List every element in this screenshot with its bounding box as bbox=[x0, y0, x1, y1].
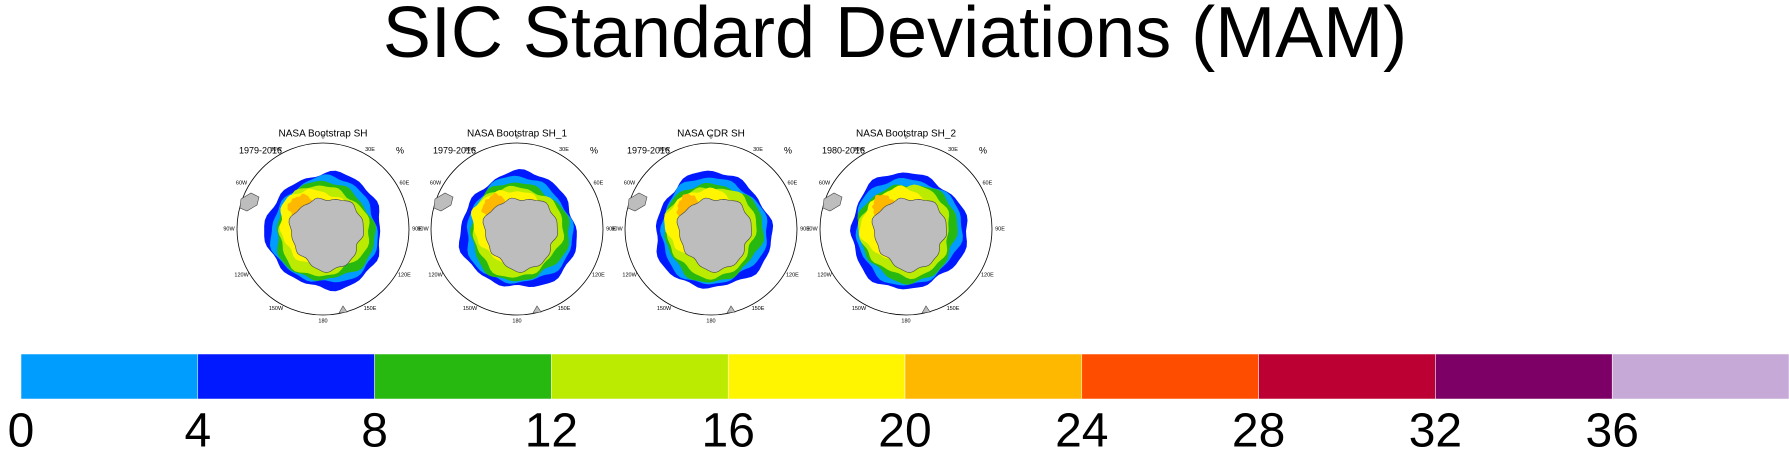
lon-label: 0 bbox=[321, 134, 324, 140]
colorbar-tick-label: 4 bbox=[184, 405, 211, 458]
colorbar-box bbox=[374, 353, 552, 400]
figure-title: SIC Standard Deviations (MAM) bbox=[383, 0, 1407, 73]
lon-label: 120W bbox=[234, 272, 249, 278]
panel-unit: % bbox=[784, 145, 792, 155]
map-panel: NASA CDR SH 1979-2016 % 0 30E 60E 90E 120E 150E 1… bbox=[611, 129, 810, 325]
panel-title: NASA Bootstrap SH_1 bbox=[467, 129, 567, 140]
lon-label: 30W bbox=[270, 147, 282, 153]
new-zealand bbox=[338, 305, 348, 314]
panel-period: 1979-2016 bbox=[239, 145, 282, 155]
lon-label: 30E bbox=[559, 147, 569, 153]
colorbar-tick-label: 36 bbox=[1586, 405, 1639, 458]
antarctica bbox=[871, 197, 948, 273]
lon-label: 120E bbox=[981, 272, 994, 278]
antarctica bbox=[676, 197, 753, 273]
lon-label: 150E bbox=[558, 306, 571, 312]
colorbar-box bbox=[551, 353, 729, 400]
lon-label: 30W bbox=[853, 147, 865, 153]
lon-label: 150E bbox=[947, 306, 960, 312]
colorbar-tick-label: 32 bbox=[1409, 405, 1462, 458]
lon-label: 0 bbox=[709, 134, 712, 140]
south-america bbox=[822, 192, 843, 212]
panel-title: NASA Bootstrap SH_2 bbox=[856, 129, 956, 140]
lon-label: 0 bbox=[515, 134, 518, 140]
lon-label: 30E bbox=[753, 147, 763, 153]
lon-label: 90W bbox=[806, 226, 818, 232]
lon-label: 60E bbox=[594, 180, 604, 186]
lon-label: 150E bbox=[364, 306, 377, 312]
lon-label: 120E bbox=[398, 272, 411, 278]
lon-label: 150W bbox=[269, 306, 284, 312]
colorbar-box bbox=[904, 353, 1083, 400]
lon-label: 60W bbox=[819, 180, 831, 186]
lon-label: 90E bbox=[606, 226, 616, 232]
lon-label: 180 bbox=[512, 318, 521, 324]
lon-label: 90E bbox=[800, 226, 810, 232]
lon-label: 90W bbox=[223, 226, 235, 232]
lon-label: 150E bbox=[752, 306, 765, 312]
lon-label: 120W bbox=[428, 272, 443, 278]
lon-label: 90E bbox=[412, 226, 422, 232]
lon-label: 120E bbox=[786, 272, 799, 278]
lon-label: 30E bbox=[365, 147, 375, 153]
map-panel: NASA Bootstrap SH_1 1979-2016 % 0 30E 60E 90E 1… bbox=[417, 129, 616, 325]
new-zealand bbox=[726, 305, 736, 314]
lon-label: 90E bbox=[995, 226, 1005, 232]
colorbar-tick-label: 24 bbox=[1055, 405, 1108, 458]
lon-label: 30W bbox=[658, 147, 670, 153]
lon-label: 60E bbox=[983, 180, 993, 186]
lon-label: 60E bbox=[788, 180, 798, 186]
colorbar-box bbox=[1435, 353, 1613, 400]
colorbar-tick-label: 0 bbox=[8, 405, 35, 458]
colorbar-box bbox=[1611, 353, 1789, 400]
panel-title: NASA Bootstrap SH bbox=[279, 129, 368, 140]
colorbar-box bbox=[20, 353, 199, 400]
panel-period: 1979-2016 bbox=[627, 145, 670, 155]
lon-label: 30W bbox=[464, 147, 476, 153]
antarctica bbox=[482, 197, 559, 273]
lon-label: 180 bbox=[706, 318, 715, 324]
south-america bbox=[239, 192, 260, 212]
lon-label: 60E bbox=[400, 180, 410, 186]
colorbar-tick-label: 28 bbox=[1232, 405, 1285, 458]
colorbar-tick-label: 16 bbox=[702, 405, 755, 458]
lon-label: 180 bbox=[318, 318, 327, 324]
south-america bbox=[627, 192, 648, 212]
lon-label: 150W bbox=[852, 306, 867, 312]
lon-label: 60W bbox=[624, 180, 636, 186]
colorbar-tick-label: 20 bbox=[878, 405, 931, 458]
colorbar-box bbox=[197, 353, 375, 400]
south-america bbox=[433, 192, 454, 212]
panel-period: 1979-2016 bbox=[433, 145, 476, 155]
lon-label: 60W bbox=[430, 180, 442, 186]
colorbar-tick-label: 12 bbox=[525, 405, 578, 458]
colorbar-box bbox=[1081, 353, 1259, 400]
colorbar-box bbox=[1258, 353, 1436, 400]
lon-label: 150W bbox=[657, 306, 672, 312]
new-zealand bbox=[921, 305, 931, 314]
lon-label: 150W bbox=[463, 306, 478, 312]
new-zealand bbox=[532, 305, 542, 314]
panel-unit: % bbox=[590, 145, 598, 155]
antarctica bbox=[288, 197, 365, 273]
lon-label: 120W bbox=[622, 272, 637, 278]
panel-unit: % bbox=[396, 145, 404, 155]
colorbar-box bbox=[727, 353, 906, 400]
lon-label: 120W bbox=[817, 272, 832, 278]
map-panel: NASA Bootstrap SH 1979-2016 % 0 30E 60E 90E 120… bbox=[223, 129, 422, 325]
panel-period: 1980-2016 bbox=[822, 145, 865, 155]
lon-label: 180 bbox=[901, 318, 910, 324]
lon-label: 60W bbox=[236, 180, 248, 186]
panel-unit: % bbox=[979, 145, 987, 155]
lon-label: 120E bbox=[592, 272, 605, 278]
lon-label: 30E bbox=[948, 147, 958, 153]
panel-title: NASA CDR SH bbox=[677, 129, 745, 140]
lon-label: 90W bbox=[611, 226, 623, 232]
map-panel: NASA Bootstrap SH_2 1980-2016 % 0 30E 60E 90E 1… bbox=[806, 129, 1005, 325]
lon-label: 90W bbox=[417, 226, 429, 232]
lon-label: 0 bbox=[904, 134, 907, 140]
colorbar-tick-label: 8 bbox=[361, 405, 388, 458]
